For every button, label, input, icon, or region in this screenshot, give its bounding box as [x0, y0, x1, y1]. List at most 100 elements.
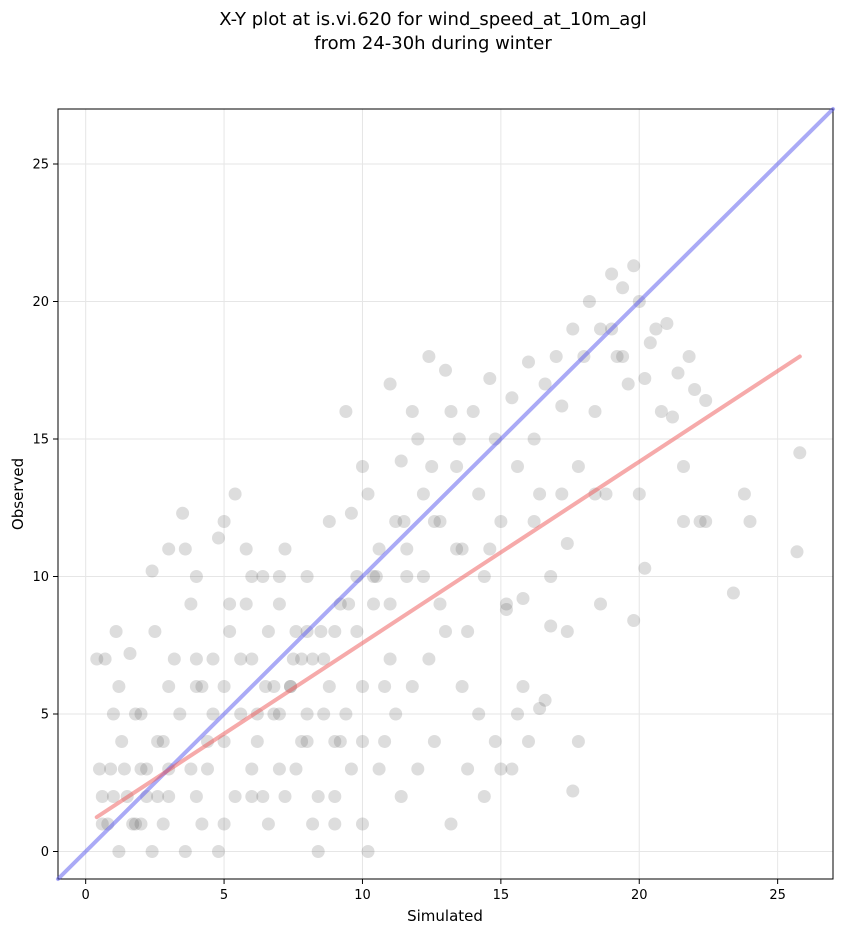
- data-point: [654, 405, 668, 418]
- data-point: [286, 652, 300, 666]
- data-point: [367, 570, 380, 583]
- data-point: [339, 707, 353, 721]
- data-point: [400, 542, 414, 556]
- data-point: [378, 735, 392, 748]
- data-point: [405, 680, 419, 693]
- data-point: [616, 281, 630, 295]
- data-point: [566, 784, 580, 798]
- data-point: [527, 432, 541, 446]
- data-point: [367, 597, 380, 611]
- y-tick-label: 10: [32, 570, 49, 585]
- data-point: [217, 735, 231, 748]
- data-point: [527, 515, 541, 528]
- data-point: [295, 652, 309, 666]
- fit-line: [94, 354, 802, 820]
- y-tick-label: 5: [41, 708, 49, 723]
- data-point: [466, 405, 480, 418]
- data-point: [499, 597, 513, 611]
- data-point: [450, 460, 464, 473]
- data-point: [189, 652, 203, 666]
- data-point: [472, 487, 486, 501]
- data-point: [450, 542, 464, 556]
- data-point: [328, 735, 342, 748]
- data-point: [314, 625, 328, 638]
- data-point: [452, 432, 466, 446]
- data-point: [494, 762, 508, 776]
- data-point: [322, 515, 336, 528]
- data-point: [737, 487, 751, 501]
- data-point: [145, 564, 159, 578]
- data-point: [455, 542, 469, 556]
- data-point: [228, 487, 242, 501]
- data-point: [383, 597, 397, 611]
- data-point: [234, 652, 248, 666]
- data-point: [522, 355, 535, 369]
- data-point: [151, 735, 165, 748]
- data-point: [162, 542, 176, 556]
- data-point: [522, 735, 535, 748]
- data-point: [212, 845, 225, 858]
- data-point: [627, 614, 641, 627]
- data-point: [256, 790, 270, 803]
- data-point: [245, 790, 259, 803]
- data-point: [245, 652, 259, 666]
- data-point: [511, 707, 524, 721]
- data-point: [594, 322, 607, 336]
- data-point: [217, 817, 231, 831]
- data-point: [344, 506, 358, 520]
- data-point: [544, 619, 558, 633]
- data-point: [455, 680, 469, 693]
- data-point: [555, 487, 569, 501]
- data-point: [571, 735, 585, 748]
- data-point: [189, 680, 203, 693]
- x-axis-label: Simulated: [407, 907, 483, 925]
- data-point: [217, 680, 231, 693]
- x-tick-label: 25: [769, 888, 786, 903]
- data-point: [272, 570, 286, 583]
- data-point: [176, 506, 190, 520]
- data-point: [422, 350, 436, 363]
- data-point: [106, 790, 120, 803]
- data-point: [342, 597, 356, 611]
- data-point: [372, 762, 386, 776]
- data-point: [726, 586, 740, 600]
- data-point: [206, 707, 220, 721]
- data-point: [638, 372, 652, 385]
- data-point: [328, 790, 342, 803]
- data-point: [117, 762, 131, 776]
- data-point: [267, 707, 281, 721]
- data-points: [90, 259, 807, 858]
- data-point: [278, 542, 292, 556]
- data-point: [317, 652, 331, 666]
- data-point: [256, 570, 270, 583]
- data-point: [184, 762, 198, 776]
- data-point: [356, 460, 369, 473]
- data-point: [566, 322, 580, 336]
- data-point: [433, 515, 447, 528]
- data-point: [295, 735, 309, 748]
- data-point: [239, 542, 253, 556]
- data-point: [361, 487, 375, 501]
- y-axis: 0 5 10 15 20 25: [32, 158, 58, 860]
- data-point: [516, 592, 530, 605]
- data-point: [245, 570, 259, 583]
- data-point: [389, 707, 403, 721]
- data-point: [356, 735, 369, 748]
- data-point: [145, 845, 159, 858]
- data-point: [621, 377, 635, 391]
- data-point: [699, 394, 713, 407]
- data-point: [126, 817, 140, 831]
- data-point: [378, 680, 392, 693]
- data-point: [444, 405, 458, 418]
- data-point: [499, 603, 513, 616]
- data-point: [112, 680, 126, 693]
- data-point: [245, 762, 259, 776]
- data-point: [477, 790, 491, 803]
- data-point: [156, 817, 170, 831]
- data-point: [369, 570, 383, 583]
- data-point: [425, 460, 439, 473]
- data-point: [278, 790, 292, 803]
- data-point: [112, 845, 126, 858]
- data-point: [212, 531, 225, 545]
- data-point: [356, 817, 369, 831]
